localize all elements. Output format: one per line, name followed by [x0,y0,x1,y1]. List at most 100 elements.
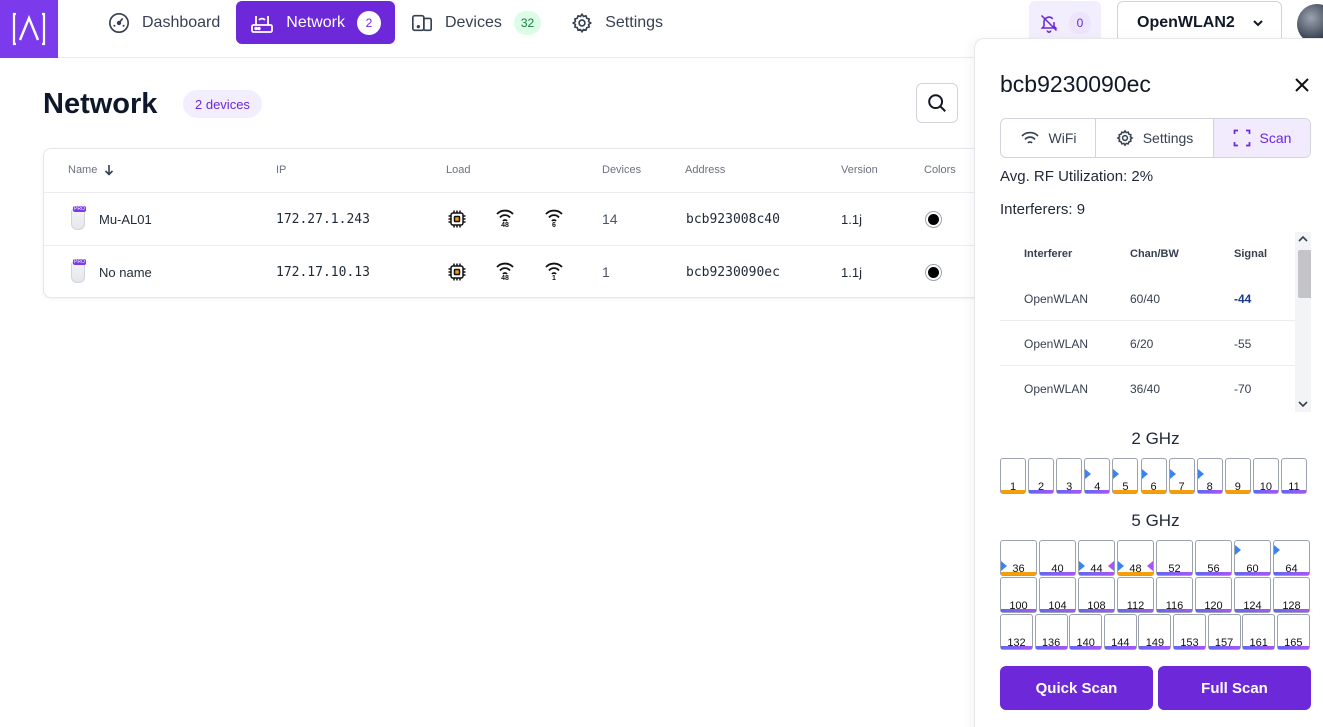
channel-124[interactable]: 124 [1234,577,1271,613]
channel-165[interactable]: 165 [1276,614,1310,650]
channel-64[interactable]: 64 [1273,540,1310,576]
channel-number: 6 [1150,481,1157,493]
channel-usage-bar [1141,490,1166,493]
table-row: OpenWLAN 60/40 -44 [1000,276,1295,321]
channel-6[interactable]: 6 [1140,458,1167,494]
wifi-5-count: 6 [552,222,556,229]
device-ip: 172.17.10.13 [276,264,370,280]
app-logo[interactable] [0,0,58,58]
channel-60[interactable]: 60 [1234,540,1271,576]
col-header-name[interactable]: Name [68,164,115,176]
network-table: Name IP Load Devices Address Version Col… [43,148,1003,298]
channel-usage-bar [1001,609,1036,612]
notifications-button[interactable]: 0 [1029,1,1101,44]
channel-112[interactable]: 112 [1117,577,1154,613]
search-icon [928,94,946,112]
color-swatch[interactable] [926,211,941,227]
channel-48[interactable]: 48 [1117,540,1154,576]
scan-icon [1233,129,1250,147]
channel-104[interactable]: 104 [1039,577,1076,613]
channel-56[interactable]: 56 [1195,540,1232,576]
channel-marker-icon [1141,469,1148,479]
nav-network[interactable]: Network 2 [236,1,395,44]
nav-settings[interactable]: Settings [557,1,677,44]
main-nav: Dashboard Network 2 Devices 32 Settings [94,1,679,44]
channel-4[interactable]: 4 [1084,458,1111,494]
channel-usage-bar [1174,646,1205,649]
channel-usage-bar [1208,646,1240,649]
channel-usage-bar [1253,490,1278,493]
channel-44[interactable]: 44 [1078,540,1115,576]
channel-usage-bar [1225,490,1250,493]
channel-usage-bar [1196,572,1231,575]
wifi-24-cell: 48 [495,193,515,245]
rf-utilization: Avg. RF Utilization: 2% [1000,168,1154,185]
channel-marker-icon [1169,469,1176,479]
channel-153[interactable]: 153 [1173,614,1206,650]
channel-128[interactable]: 128 [1273,577,1310,613]
channel-9[interactable]: 9 [1224,458,1251,494]
channel-usage-bar [1104,646,1136,649]
channel-100[interactable]: 100 [1000,577,1037,613]
nav-dashboard[interactable]: Dashboard [94,1,234,44]
channel-36[interactable]: 36 [1000,540,1037,576]
wifi-24-count: 48 [501,222,509,229]
tab-wifi[interactable]: WiFi [1001,119,1096,157]
channel-157[interactable]: 157 [1207,614,1241,650]
channel-5[interactable]: 5 [1112,458,1139,494]
full-scan-button[interactable]: Full Scan [1158,666,1311,710]
nav-devices[interactable]: Devices 32 [397,1,555,44]
interferer-signal: -44 [1234,291,1252,306]
channel-10[interactable]: 10 [1252,458,1279,494]
interferer-channel: 6/20 [1130,336,1154,351]
channel-149[interactable]: 149 [1138,614,1172,650]
channel-usage-bar [1079,609,1114,612]
notifications-count: 0 [1069,11,1091,34]
channel-usage-bar [1277,646,1309,649]
wifi-24-cell: 48 [495,246,515,298]
channel-132[interactable]: 132 [1000,614,1033,650]
device-count: 14 [602,211,618,227]
tab-settings[interactable]: Settings [1096,119,1214,157]
channel-usage-bar [1274,609,1309,612]
channel-usage-bar [1118,572,1153,575]
channel-144[interactable]: 144 [1103,614,1137,650]
scroll-down-icon[interactable] [1298,400,1308,408]
close-panel-button[interactable] [1291,74,1313,96]
device-name: No name [99,264,152,280]
channel-161[interactable]: 161 [1242,614,1276,650]
interferer-name: OpenWLAN [1024,381,1089,396]
scroll-up-icon[interactable] [1298,235,1308,243]
channel-usage-bar [1118,609,1153,612]
devices-count-badge: 2 devices [183,90,262,118]
search-button[interactable] [916,83,958,123]
channel-52[interactable]: 52 [1156,540,1193,576]
channel-usage-bar [1070,646,1102,649]
channel-108[interactable]: 108 [1078,577,1115,613]
channel-136[interactable]: 136 [1034,614,1068,650]
channel-116[interactable]: 116 [1156,577,1193,613]
color-swatch[interactable] [926,264,941,280]
channel-11[interactable]: 11 [1281,458,1307,494]
interferers-count: Interferers: 9 [1000,201,1086,218]
tab-scan[interactable]: Scan [1214,119,1310,157]
device-ip: 172.27.1.243 [276,211,370,227]
channel-2[interactable]: 2 [1028,458,1055,494]
channel-1[interactable]: 1 [1000,458,1026,494]
channel-120[interactable]: 120 [1195,577,1232,613]
channel-3[interactable]: 3 [1056,458,1083,494]
quick-scan-button[interactable]: Quick Scan [1000,666,1153,710]
channel-7[interactable]: 7 [1168,458,1195,494]
channel-8[interactable]: 8 [1196,458,1223,494]
table-row: OpenWLAN 6/20 -55 [1000,321,1295,366]
col-header-signal: Signal [1234,248,1268,260]
channel-marker-icon [1108,561,1114,571]
scrollbar-thumb[interactable] [1298,250,1311,298]
table-row[interactable]: PRO No name 172.17.10.13 48 1 1 bcb923 [44,246,974,298]
channel-40[interactable]: 40 [1039,540,1076,576]
channel-140[interactable]: 140 [1069,614,1103,650]
user-avatar[interactable] [1297,4,1323,44]
channel-usage-bar [1001,572,1036,575]
channel-usage-bar [1040,609,1075,612]
table-row[interactable]: PRO Mu-AL01 172.27.1.243 48 6 14 bcb92 [44,193,974,245]
